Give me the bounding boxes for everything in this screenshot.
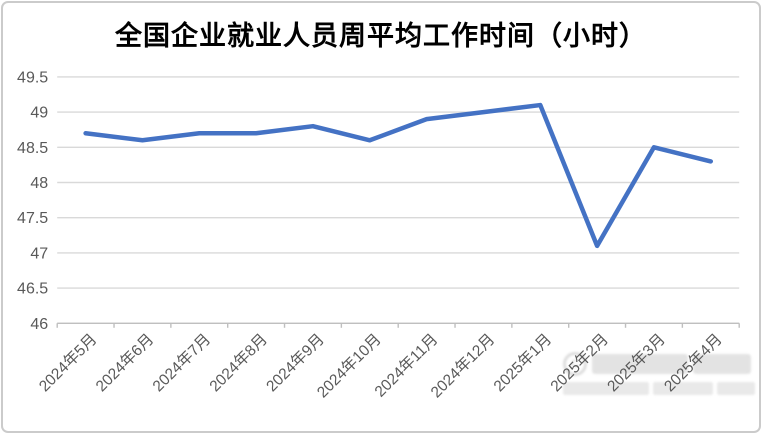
x-tick-label: 2024年5月 (35, 330, 100, 395)
y-tick-label: 49.5 (17, 69, 48, 86)
watermark-logo-row: C (563, 352, 759, 376)
x-tick-label: 2025年4月 (660, 330, 725, 395)
watermark-subtext-row (563, 382, 759, 395)
watermark-subtext-block (653, 382, 713, 395)
y-tick-label: 46.5 (17, 281, 48, 298)
data-series-line (83, 102, 714, 249)
watermark-logo-icon: C (563, 352, 587, 376)
y-tick-label: 49 (30, 105, 48, 122)
watermark: C (563, 352, 759, 402)
y-tick-label: 48 (30, 175, 48, 192)
watermark-text-block (592, 354, 688, 374)
x-tick-label: 2025年2月 (547, 330, 612, 395)
y-tick-label: 48.5 (17, 140, 48, 157)
watermark-subtext-block (717, 382, 755, 395)
x-tick-label: 2024年7月 (149, 330, 214, 395)
y-tick-label: 46 (30, 316, 48, 333)
chart-title: 全国企业就业人员周平均工作时间（小时） (115, 21, 647, 51)
y-tick-label: 47.5 (17, 210, 48, 227)
watermark-subtext-block (563, 382, 649, 395)
x-tick-label: 2025年3月 (604, 330, 669, 395)
watermark-text-block (693, 354, 751, 374)
x-tick-label: 2024年8月 (206, 330, 271, 395)
x-tick-label: 2024年6月 (92, 330, 157, 395)
x-tick-label: 2025年1月 (490, 330, 555, 395)
y-tick-label: 47 (30, 245, 48, 262)
